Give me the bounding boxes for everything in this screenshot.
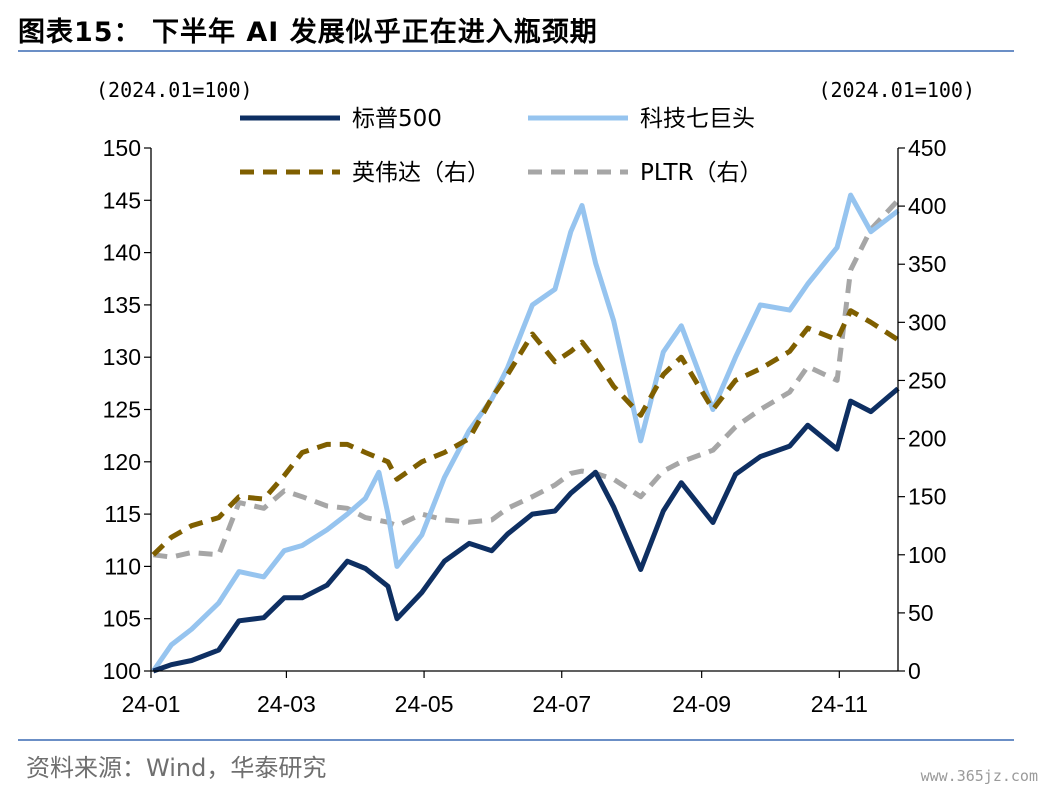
x-tick-label: 24-05 — [395, 691, 454, 717]
title-divider — [18, 50, 1014, 52]
left-tick-label: 115 — [104, 501, 141, 527]
series-line-2 — [151, 308, 900, 557]
x-tick-label: 24-01 — [122, 691, 181, 717]
left-tick-label: 120 — [103, 449, 141, 475]
legend-label-3: PLTR（右） — [640, 160, 763, 186]
right-tick-label: 150 — [908, 484, 946, 510]
left-tick-label: 110 — [104, 553, 141, 579]
left-tick-label: 105 — [103, 606, 141, 632]
right-tick-label: 450 — [908, 135, 946, 161]
watermark: www.365jz.com — [920, 767, 1038, 785]
right-tick-label: 400 — [908, 193, 946, 219]
series-line-1 — [151, 192, 900, 673]
x-tick-label: 24-07 — [532, 691, 591, 717]
left-axis-unit: (2024.01=100) — [96, 78, 253, 102]
right-tick-label: 200 — [908, 426, 946, 452]
right-tick-label: 100 — [908, 542, 946, 568]
source-note: 资料来源：Wind，华泰研究 — [26, 754, 327, 782]
series-line-3 — [152, 198, 900, 560]
left-tick-label: 125 — [103, 397, 141, 423]
right-tick-label: 250 — [908, 367, 946, 393]
right-tick-label: 300 — [908, 309, 946, 335]
x-tick-label: 24-09 — [672, 691, 731, 717]
source-divider — [18, 739, 1014, 741]
right-tick-label: 350 — [908, 251, 946, 277]
left-tick-label: 150 — [103, 135, 141, 161]
figure-title: 图表15： 下半年 AI 发展似乎正在进入瓶颈期 — [18, 17, 598, 48]
legend-label-2: 英伟达（右） — [352, 160, 490, 186]
left-tick-label: 130 — [103, 344, 141, 370]
x-tick-label: 24-03 — [257, 691, 316, 717]
chart-svg: 100 105 110 115 120 125 130 135 140 145 150 0 50 100 1… — [96, 78, 975, 717]
x-tick-label: 24-11 — [811, 691, 868, 717]
left-tick-label: 135 — [103, 292, 141, 318]
right-tick-label: 50 — [908, 600, 934, 626]
legend-label-0: 标普500 — [352, 106, 442, 132]
series-line-0 — [152, 386, 900, 674]
right-axis-unit: (2024.01=100) — [818, 78, 975, 102]
right-tick-label: 0 — [908, 658, 921, 684]
left-tick-label: 145 — [103, 187, 141, 213]
left-tick-label: 100 — [103, 658, 141, 684]
legend-label-1: 科技七巨头 — [640, 106, 755, 132]
left-tick-label: 140 — [103, 240, 141, 266]
